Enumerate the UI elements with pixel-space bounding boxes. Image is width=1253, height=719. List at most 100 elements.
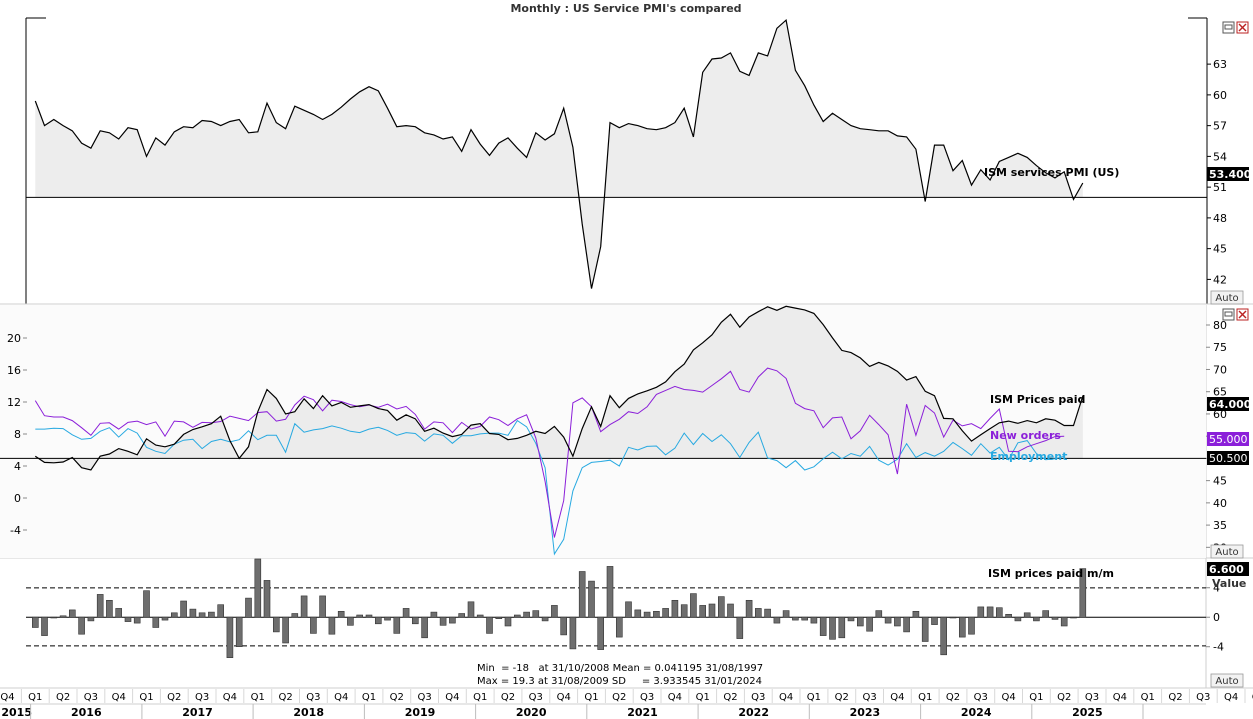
bar-prices-paid-mm [124,616,132,622]
top-ytick-label: 51 [1213,181,1227,194]
year-tick-label: 2018 [293,706,324,719]
bar-prices-paid-mm [430,611,438,618]
middle-right-ytick-label: 75 [1213,341,1227,354]
quarter-tick-label: Q2 [1057,692,1071,703]
bar-prices-paid-mm [523,611,530,618]
quarter-tick-label: Q3 [529,692,543,703]
quarter-tick-label: Q2 [946,692,960,703]
bar-prices-paid-mm [411,616,419,625]
bar-prices-paid-mm [50,616,58,619]
middle-right-ytick-label: 70 [1213,363,1227,376]
bar-prices-paid-mm [995,607,1003,618]
bar-prices-paid-mm [189,608,197,618]
middle-left-ytick-label: 8 [14,428,21,441]
series-label-employment: Employment [990,450,1067,463]
quarter-tick-label: Q1 [584,692,598,703]
quarter-tick-label: Q4 [779,692,793,703]
prices-paid-area-fill [35,306,1083,470]
bar-prices-paid-mm [634,609,642,618]
bar-prices-paid-mm [504,616,512,627]
quarter-tick-label: Q4 [1113,692,1127,703]
quarter-tick-label: Q3 [1196,692,1210,703]
quarter-tick-label: Q2 [501,692,515,703]
middle-left-ytick-label: 20 [7,332,21,345]
bar-prices-paid-mm [486,616,493,634]
quarter-tick-label: Q2 [56,692,70,703]
bar-prices-paid-mm [263,580,271,618]
bar-prices-paid-mm [856,616,864,627]
quarter-tick-label: Q2 [612,692,626,703]
bar-prices-paid-mm [597,616,605,650]
bar-prices-paid-mm [912,610,920,618]
year-tick-label: 2023 [850,706,881,719]
bar-prices-paid-mm [208,611,215,618]
bottom-ytick-label: -4 [1213,641,1224,654]
middle-right-ytick-label: 80 [1213,319,1227,332]
value-column-label: Value [1212,577,1246,590]
bar-prices-paid-mm [532,610,540,618]
bar-prices-paid-mm [115,608,122,618]
year-tick-label: 2024 [961,706,992,719]
panel-top-restore-icon[interactable] [1222,21,1235,34]
bar-prices-paid-mm [541,616,549,622]
middle-right-ytick-label: 45 [1213,475,1227,488]
panel-top-close-icon[interactable] [1236,21,1249,34]
series-label-prices-paid-mm: ISM prices paid m/m [988,567,1114,580]
quarter-tick-label: Q1 [807,692,821,703]
bar-prices-paid-mm [254,558,262,618]
bar-prices-paid-mm [319,595,326,618]
last-value-prices-paid: 64.000 [1209,398,1252,411]
series-line-ism-services-pmi [34,18,1084,289]
bar-prices-paid-mm [217,604,224,618]
panel-middle-restore-icon[interactable] [1222,308,1235,321]
quarter-tick-label: Q4 [445,692,459,703]
top-ytick-label: 42 [1213,273,1227,286]
top-ytick-label: 63 [1213,58,1227,71]
middle-left-ytick-label: -4 [10,524,21,537]
auto-button-top[interactable]: Auto [1210,290,1244,305]
last-value-badge-prices-paid [1207,397,1249,411]
bar-prices-paid-mm [161,616,169,621]
bar-prices-paid-mm [198,612,206,618]
bar-prices-paid-mm [171,612,178,618]
auto-button-middle[interactable]: Auto [1210,544,1244,559]
top-ytick-label: 60 [1213,89,1227,102]
bar-prices-paid-mm [829,616,836,640]
bar-prices-paid-mm [968,616,975,635]
bar-prices-paid-mm [894,616,901,627]
bar-prices-paid-mm [1042,610,1049,618]
quarter-tick-label: Q1 [1252,692,1253,703]
bar-prices-paid-mm [374,616,382,625]
quarter-tick-label: Q4 [1001,692,1015,703]
quarter-tick-label: Q3 [195,692,209,703]
last-value-badge-employment [1207,451,1249,465]
bar-prices-paid-mm [764,608,771,618]
panel-middle-close-icon[interactable] [1236,308,1249,321]
last-value-new-orders: 55.000 [1209,433,1248,446]
quarter-tick-label: Q1 [1141,692,1155,703]
last-value-pmi: 53.400 [1209,168,1252,181]
bar-prices-paid-mm [69,609,76,618]
bar-prices-paid-mm [615,616,623,638]
bar-prices-paid-mm [1014,616,1022,622]
quarter-tick-label: Q1 [473,692,487,703]
bar-prices-paid-mm [866,616,873,632]
middle-right-ytick-label: 65 [1213,386,1227,399]
quarter-tick-label: Q1 [696,692,710,703]
bar-prices-paid-mm [495,616,503,620]
quarter-tick-label: Q4 [0,692,14,703]
bar-prices-paid-mm [513,614,521,618]
auto-button-bottom[interactable]: Auto [1210,673,1244,688]
bar-prices-paid-mm [745,599,753,618]
auto-button-label: Auto [1215,547,1238,558]
quarter-tick-label: Q2 [278,692,292,703]
top-ytick-label: 45 [1213,243,1227,256]
series-line-new-orders [34,367,1065,538]
bar-prices-paid-mm [588,580,595,618]
bar-prices-paid-mm [551,605,558,618]
quarter-tick-label: Q4 [112,692,126,703]
top-ytick-label: 57 [1213,120,1227,133]
series-line-ism-prices-paid [34,305,1084,471]
quarter-tick-label: Q1 [362,692,376,703]
middle-panel [0,305,1206,558]
